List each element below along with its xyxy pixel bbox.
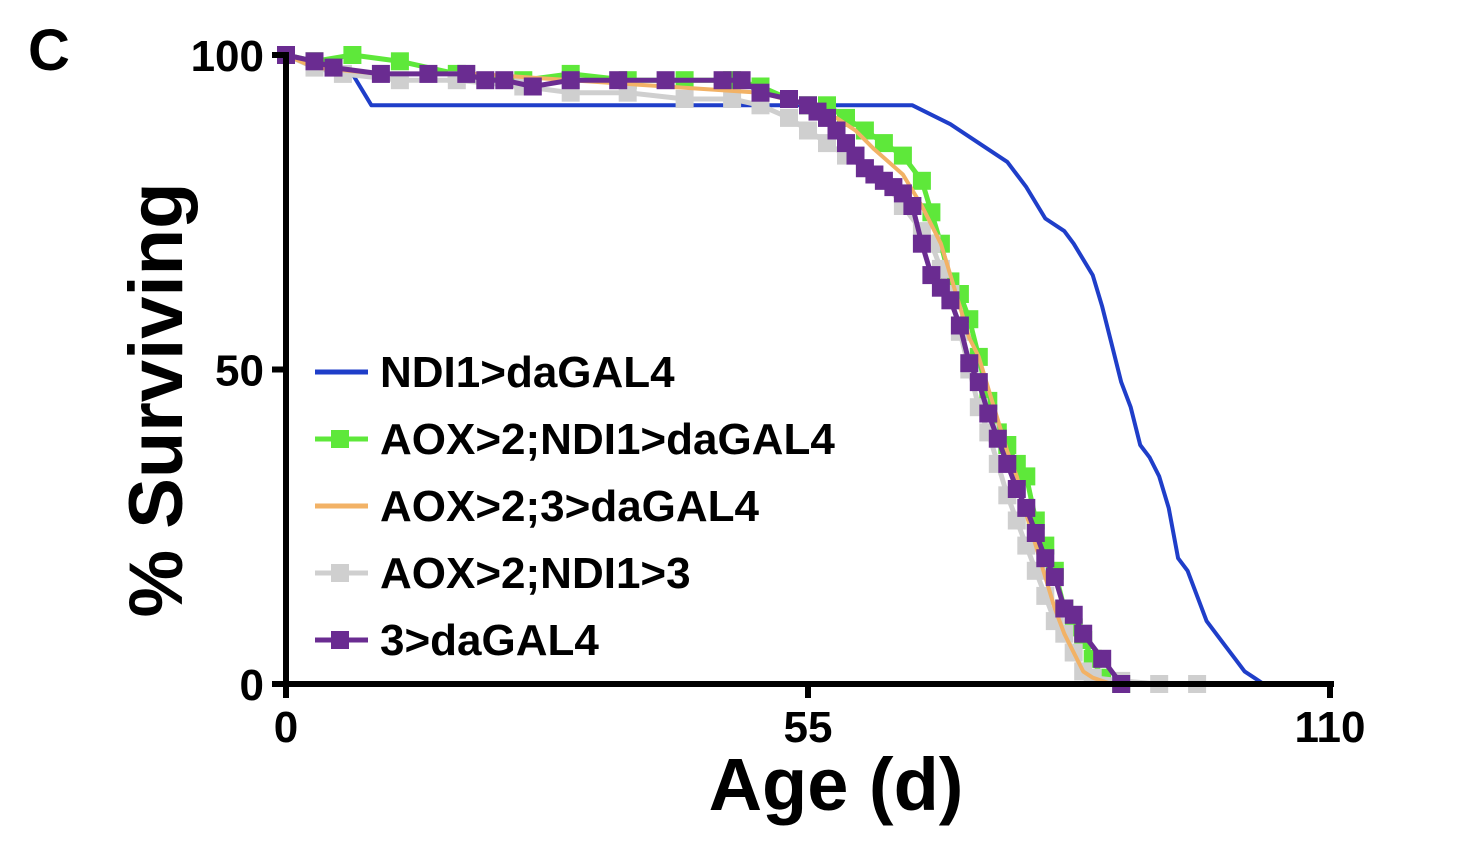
data-point-3-dagal4 xyxy=(1026,524,1045,542)
data-point-aox-2-ndi1-dagal4 xyxy=(874,134,893,153)
data-point-3-dagal4 xyxy=(732,71,751,90)
y-tick-label: 0 xyxy=(240,661,264,710)
data-point-3-dagal4 xyxy=(979,404,998,423)
data-point-3-dagal4 xyxy=(476,71,495,90)
legend-item-aox-2-3-dagal4: AOX>2;3>daGAL4 xyxy=(315,482,760,531)
data-point-3-dagal4 xyxy=(1017,498,1036,517)
data-point-3-dagal4 xyxy=(1045,568,1064,587)
data-point-3-dagal4 xyxy=(969,373,988,392)
data-point-3-dagal4 xyxy=(457,64,476,83)
series-layer xyxy=(277,46,1265,693)
x-axis-label: Age (d) xyxy=(709,743,964,826)
y-tick-label: 50 xyxy=(215,347,264,396)
data-point-aox-2-ndi1-dagal4 xyxy=(912,171,931,190)
data-point-3-dagal4 xyxy=(305,52,324,71)
legend-swatch-marker xyxy=(331,564,349,582)
legend-label: AOX>2;NDI1>3 xyxy=(380,549,691,598)
legend-item-3-dagal4: 3>daGAL4 xyxy=(315,616,599,665)
x-tick-label: 110 xyxy=(1295,703,1366,752)
data-point-3-dagal4 xyxy=(1093,649,1112,668)
data-point-3-dagal4 xyxy=(495,71,514,90)
series-3-dagal4 xyxy=(277,46,1131,693)
legend-swatch-marker xyxy=(331,430,349,448)
data-point-aox-2-ndi1-dagal4 xyxy=(893,146,912,165)
data-point-aox-2-ndi1-dagal4 xyxy=(855,121,874,140)
data-point-3-dagal4 xyxy=(713,71,732,90)
data-point-3-dagal4 xyxy=(960,354,979,373)
data-point-3-dagal4 xyxy=(371,64,390,83)
data-point-3-dagal4 xyxy=(941,291,960,310)
panel-label: C xyxy=(28,18,70,83)
data-point-3-dagal4 xyxy=(780,90,798,108)
y-tick-label: 100 xyxy=(191,32,264,81)
data-point-aox-2-ndi1-3 xyxy=(780,108,798,127)
data-point-3-dagal4 xyxy=(1007,480,1026,498)
legend-item-ndi1-dagal4: NDI1>daGAL4 xyxy=(315,348,675,397)
x-tick-label: 55 xyxy=(784,703,833,752)
legend-label: NDI1>daGAL4 xyxy=(380,348,675,397)
series-line-ndi1-dagal4 xyxy=(285,53,1265,686)
data-point-3-dagal4 xyxy=(523,77,542,96)
data-point-3-dagal4 xyxy=(1074,624,1093,643)
data-point-3-dagal4 xyxy=(609,71,628,90)
data-point-3-dagal4 xyxy=(324,58,343,77)
data-point-aox-2-ndi1-dagal4 xyxy=(390,52,409,71)
legend-label: AOX>2;3>daGAL4 xyxy=(380,482,760,531)
tick-layer: 0 55 110 0 50 100 xyxy=(191,32,1366,752)
legend: NDI1>daGAL4 AOX>2;NDI1>daGAL4 AOX>2;3>daGA… xyxy=(315,348,835,665)
data-point-3-dagal4 xyxy=(419,64,438,83)
data-point-aox-2-ndi1-3 xyxy=(799,121,817,140)
legend-label: AOX>2;NDI1>daGAL4 xyxy=(380,415,835,464)
data-point-3-dagal4 xyxy=(751,83,770,102)
data-point-3-dagal4 xyxy=(988,429,1007,448)
x-tick-label: 0 xyxy=(274,703,298,752)
data-point-aox-2-ndi1-3 xyxy=(723,90,742,108)
data-point-3-dagal4 xyxy=(998,454,1017,473)
data-point-aox-2-ndi1-dagal4 xyxy=(343,46,362,64)
legend-item-aox-2-ndi1-3: AOX>2;NDI1>3 xyxy=(315,549,691,598)
data-point-aox-2-ndi1-3 xyxy=(675,90,694,108)
series-ndi1-dagal4 xyxy=(285,53,1265,686)
data-point-3-dagal4 xyxy=(1036,549,1055,568)
data-point-3-dagal4 xyxy=(561,71,580,90)
legend-label: 3>daGAL4 xyxy=(380,616,599,665)
data-point-3-dagal4 xyxy=(903,197,922,215)
legend-item-aox-2-ndi1-dagal4: AOX>2;NDI1>daGAL4 xyxy=(315,415,835,464)
data-point-3-dagal4 xyxy=(1064,605,1083,624)
data-point-3-dagal4 xyxy=(950,316,969,335)
data-point-3-dagal4 xyxy=(656,71,675,90)
legend-swatch-marker xyxy=(331,631,349,649)
data-point-3-dagal4 xyxy=(912,234,931,253)
y-axis-label: % Surviving xyxy=(114,183,199,618)
